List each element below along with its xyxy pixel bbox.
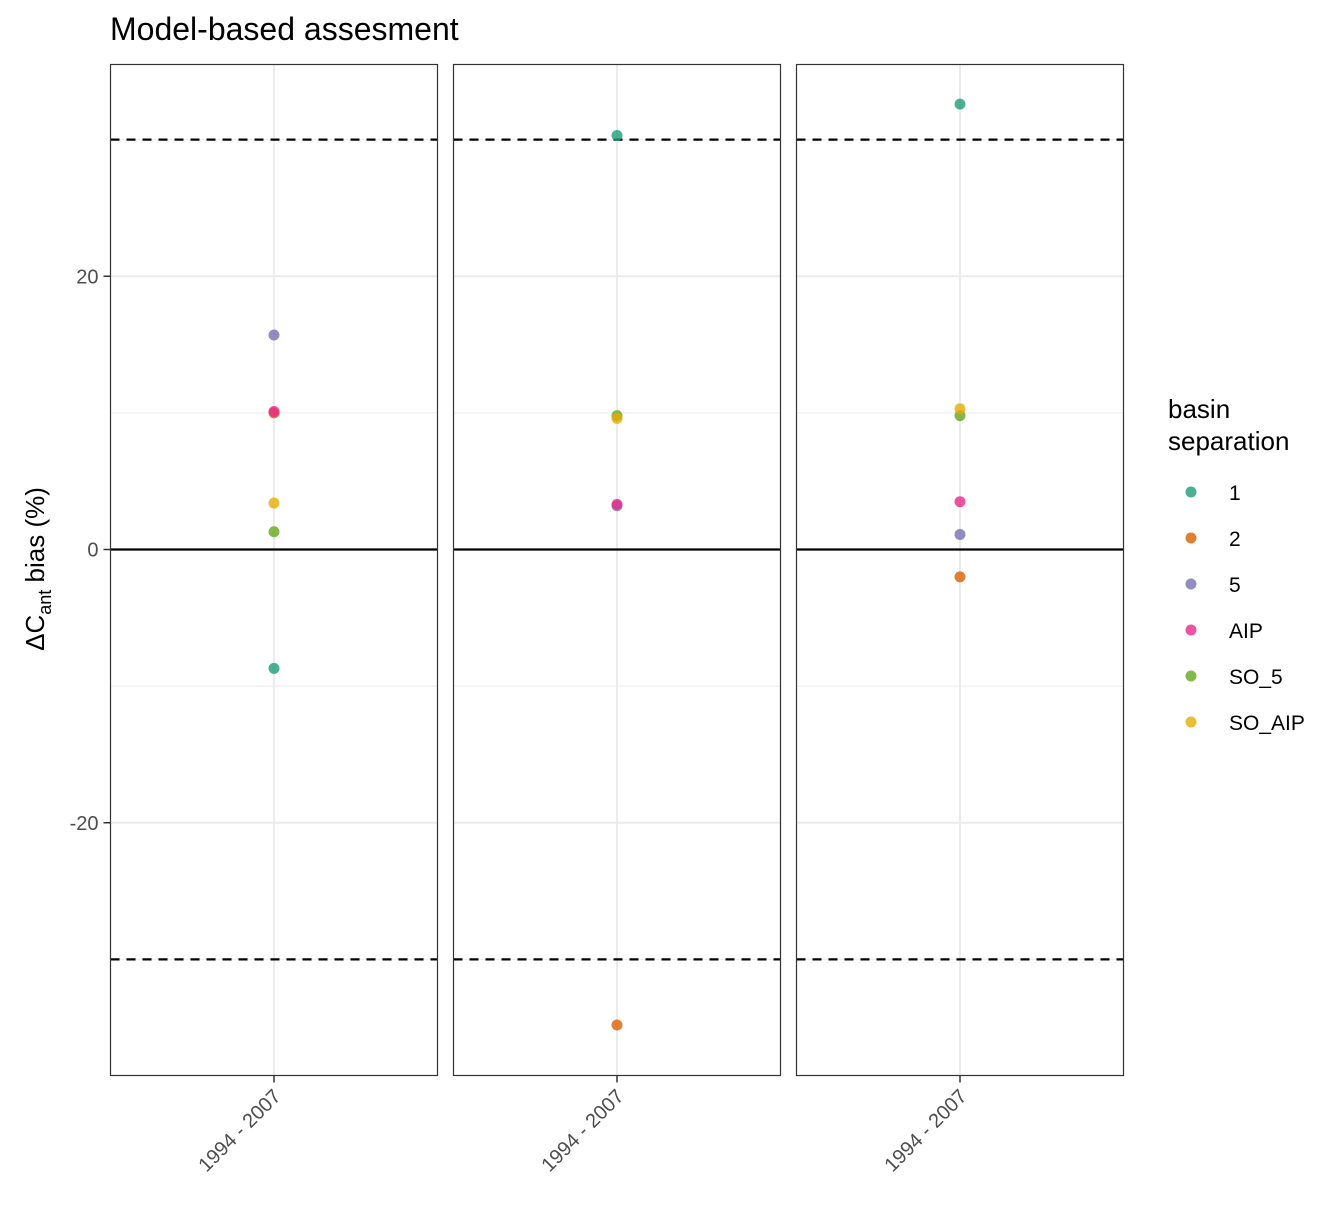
legend: basin separation 1 2 5 AIP SO_5 SO_AIP [1168,394,1305,735]
legend-label: 1 [1229,482,1241,505]
x-tick-label: 1994 - 2007 [537,1085,628,1176]
chart-title: Model-based assesment [110,11,459,47]
legend-label: AIP [1229,620,1263,643]
y-axis-title-prefix: ΔC [20,615,50,651]
legend-label: 2 [1229,528,1241,551]
legend-entry: 1 [1185,482,1241,505]
data-point-aip [611,498,623,510]
y-tick-label: 20 [76,266,98,288]
y-axis-title: ΔCant bias (%) [20,487,55,651]
data-point-1 [268,662,280,674]
x-tick-label: 1994 - 2007 [194,1085,285,1176]
panel-2: 1994 - 2007 [452,63,782,1177]
y-axis-title-subscript: ant [35,590,55,615]
legend-swatch [1185,578,1197,590]
legend-label: SO_AIP [1229,712,1305,735]
panel-3: 1994 - 2007 [795,63,1125,1177]
data-point-2 [954,571,966,583]
y-axis-title-suffix: bias (%) [20,487,50,590]
data-point-aip [954,496,966,508]
legend-swatch [1185,532,1197,544]
panels-layer: 1994 - 2007 1994 - 2007 1994 - 2007 [109,63,1125,1177]
legend-entries: 1 2 5 AIP SO_5 SO_AIP [1185,482,1305,735]
data-point-so-aip [611,412,623,424]
data-point-5 [268,329,280,341]
data-point-so-aip [268,497,280,509]
legend-entry: SO_AIP [1185,712,1305,735]
data-point-1 [611,130,623,142]
data-point-so-5 [268,526,280,538]
legend-swatch [1185,624,1197,636]
legend-title-line-2: separation [1168,426,1289,456]
legend-entry: AIP [1185,620,1263,643]
legend-label: 5 [1229,574,1241,597]
legend-label: SO_5 [1229,666,1283,689]
y-axis: -20 0 20 [70,266,111,835]
legend-swatch [1185,670,1197,682]
x-tick-label: 1994 - 2007 [880,1085,971,1176]
legend-entry: 5 [1185,574,1241,597]
data-point-aip [268,406,280,418]
data-point-2 [611,1019,623,1031]
y-tick-label: 0 [87,540,98,562]
legend-title-line-1: basin [1168,394,1230,424]
legend-entry: 2 [1185,528,1241,551]
data-point-so-aip [954,403,966,415]
data-point-5 [954,528,966,540]
panel-1: 1994 - 2007 [109,63,439,1177]
data-point-1 [954,98,966,110]
y-tick-label: -20 [70,813,99,835]
legend-swatch [1185,716,1197,728]
legend-entry: SO_5 [1185,666,1283,689]
legend-swatch [1185,486,1197,498]
